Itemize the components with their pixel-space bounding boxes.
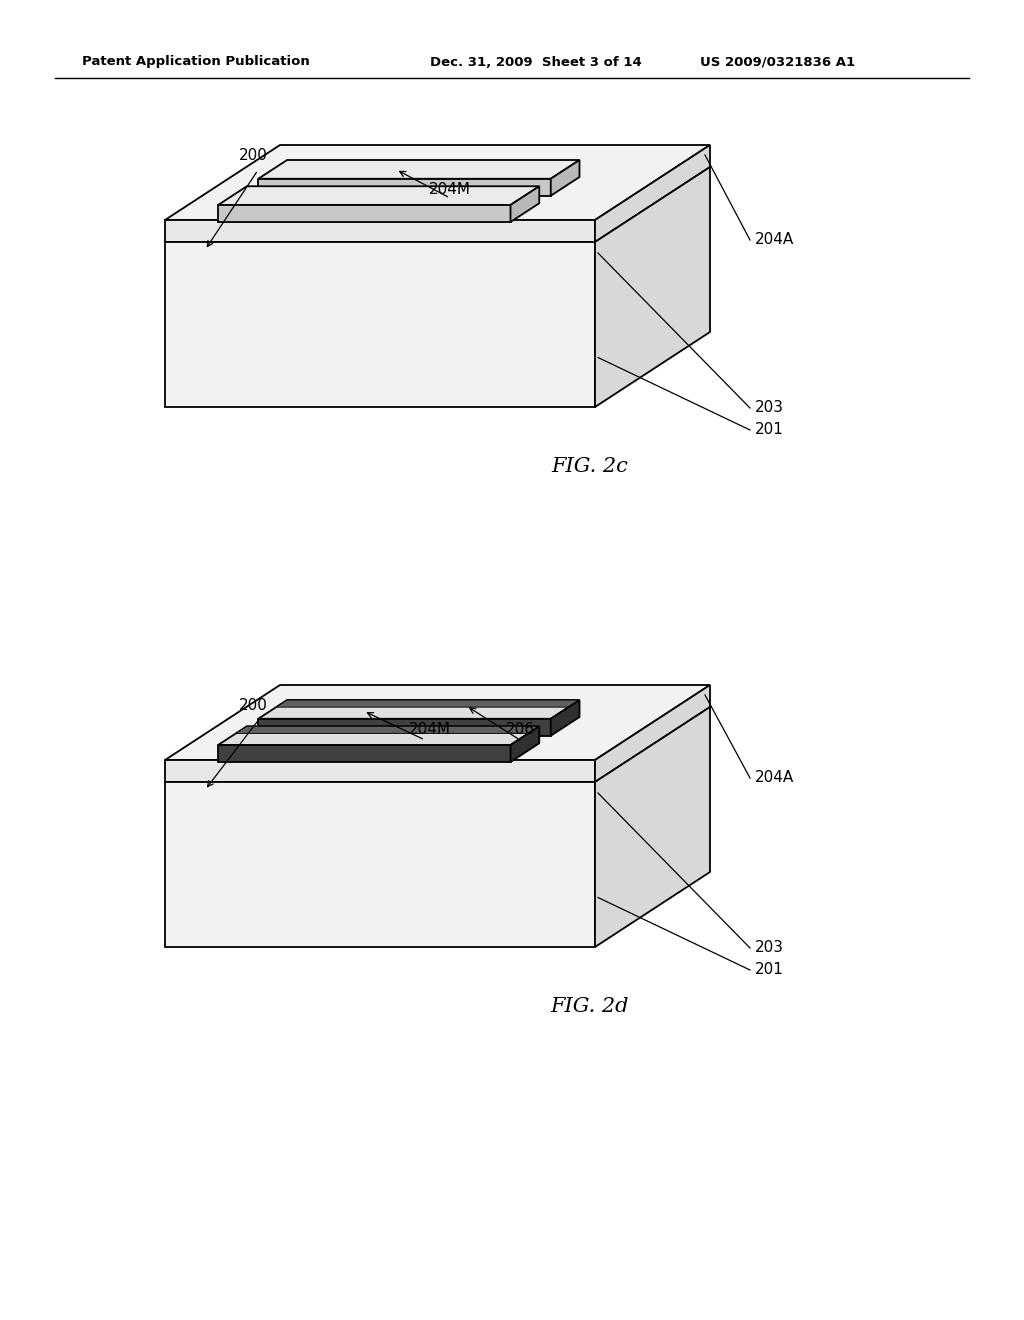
Text: 200: 200 [239,697,267,713]
Text: 206: 206 [506,722,535,738]
Polygon shape [218,726,540,744]
Polygon shape [165,760,595,781]
Text: FIG. 2d: FIG. 2d [551,998,630,1016]
Polygon shape [165,685,710,760]
Text: 200: 200 [239,148,267,162]
Polygon shape [218,744,511,762]
Polygon shape [595,168,710,407]
Polygon shape [165,242,595,407]
Polygon shape [218,205,511,222]
Text: US 2009/0321836 A1: US 2009/0321836 A1 [700,55,855,69]
Polygon shape [595,708,710,946]
Polygon shape [595,685,710,781]
Polygon shape [258,160,580,178]
Polygon shape [258,178,551,195]
Text: 201: 201 [755,422,784,437]
Text: 204A: 204A [755,771,795,785]
Polygon shape [551,700,580,735]
Polygon shape [595,145,710,242]
Polygon shape [511,186,540,222]
Text: 204M: 204M [429,182,471,198]
Text: Dec. 31, 2009  Sheet 3 of 14: Dec. 31, 2009 Sheet 3 of 14 [430,55,642,69]
Polygon shape [258,719,551,735]
Polygon shape [551,160,580,195]
Text: FIG. 2c: FIG. 2c [552,458,629,477]
Polygon shape [165,145,710,220]
Polygon shape [236,726,540,734]
Polygon shape [258,700,580,719]
Text: Patent Application Publication: Patent Application Publication [82,55,309,69]
Polygon shape [276,700,580,708]
Polygon shape [511,726,540,762]
Polygon shape [218,186,540,205]
Text: 203: 203 [755,400,784,416]
Text: 203: 203 [755,940,784,956]
Text: 201: 201 [755,962,784,978]
Polygon shape [165,220,595,242]
Text: 204M: 204M [409,722,451,738]
Polygon shape [165,781,595,946]
Text: 204A: 204A [755,232,795,248]
